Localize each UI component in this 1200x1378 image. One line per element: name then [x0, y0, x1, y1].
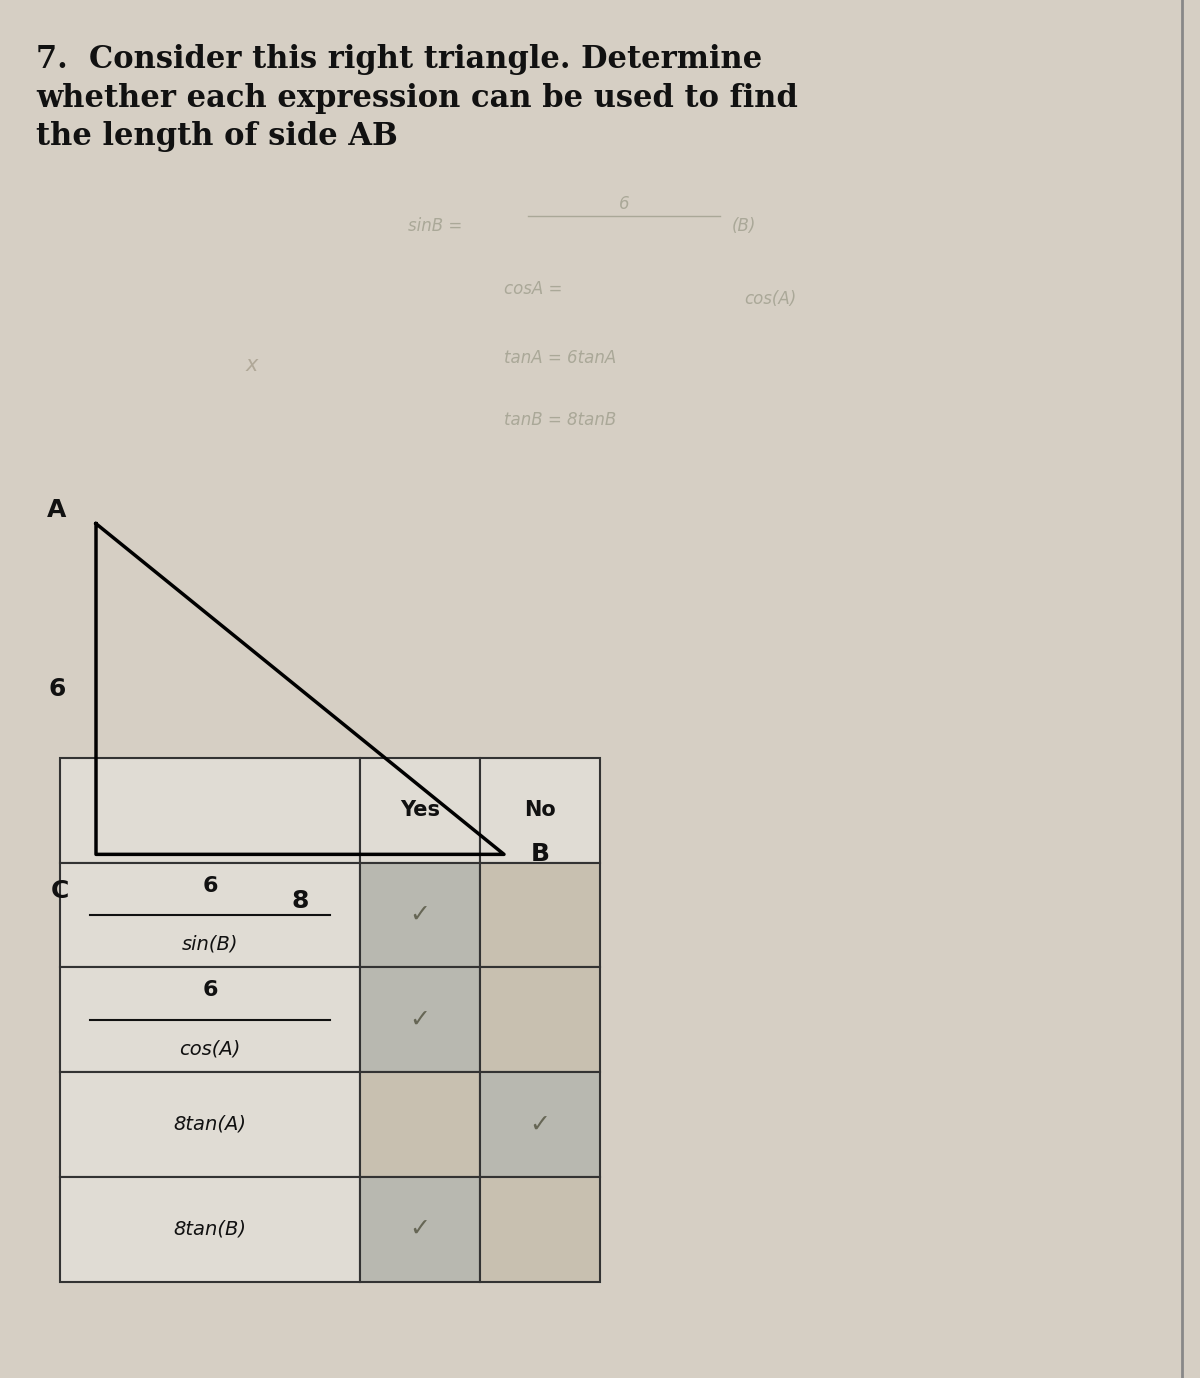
Text: ✓: ✓	[409, 1007, 431, 1032]
Text: the length of side AB: the length of side AB	[36, 121, 397, 152]
Bar	[60, 967, 360, 1072]
Text: 7.  Consider this right triangle. Determine: 7. Consider this right triangle. Determi…	[36, 44, 762, 74]
Text: x: x	[246, 356, 258, 375]
Bar	[360, 863, 480, 967]
Text: tanA = 6tanA: tanA = 6tanA	[504, 349, 617, 368]
Text: cosA =: cosA =	[504, 280, 563, 299]
Text: C: C	[52, 879, 70, 903]
Text: 8: 8	[292, 889, 308, 912]
Bar	[480, 863, 600, 967]
Text: tanB = 8tanB: tanB = 8tanB	[504, 411, 617, 430]
Bar	[480, 1177, 600, 1282]
Bar	[60, 1072, 360, 1177]
Bar	[480, 967, 600, 1072]
Bar	[360, 1177, 480, 1282]
Text: A: A	[47, 497, 66, 522]
Text: cos(A): cos(A)	[179, 1039, 241, 1058]
Bar	[480, 1072, 600, 1177]
Text: sinB =: sinB =	[408, 216, 462, 236]
Bar	[480, 758, 600, 863]
Text: whether each expression can be used to find: whether each expression can be used to f…	[36, 83, 798, 113]
Text: 8tan(B): 8tan(B)	[174, 1220, 246, 1239]
Bar	[360, 967, 480, 1072]
Text: ✓: ✓	[409, 903, 431, 927]
Text: 6: 6	[49, 677, 66, 701]
Text: cos(A): cos(A)	[744, 289, 797, 309]
Text: 8tan(A): 8tan(A)	[174, 1115, 246, 1134]
Bar	[60, 1177, 360, 1282]
Text: ✓: ✓	[529, 1112, 551, 1137]
Text: (B): (B)	[732, 216, 756, 236]
Text: 6: 6	[203, 875, 217, 896]
Bar	[60, 863, 360, 967]
Text: Yes: Yes	[400, 801, 440, 820]
Text: ✓: ✓	[409, 1217, 431, 1242]
Bar	[360, 1072, 480, 1177]
Text: 6: 6	[619, 194, 629, 214]
Bar	[60, 758, 360, 863]
Bar	[360, 758, 480, 863]
Text: 6: 6	[203, 980, 217, 1000]
Text: B: B	[530, 842, 550, 867]
Text: sin(B): sin(B)	[181, 934, 239, 954]
Text: No: No	[524, 801, 556, 820]
